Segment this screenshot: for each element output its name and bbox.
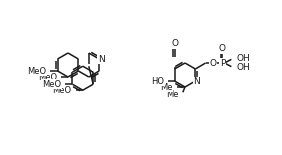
Text: P: P — [220, 58, 225, 67]
Text: MeO: MeO — [38, 73, 57, 82]
Text: O: O — [171, 40, 178, 49]
Text: N: N — [193, 78, 200, 86]
Text: HO: HO — [151, 77, 164, 86]
Text: OH: OH — [236, 63, 250, 72]
Text: Me: Me — [166, 90, 179, 99]
Text: O: O — [219, 44, 226, 53]
Text: OH: OH — [236, 54, 250, 63]
Text: Me: Me — [160, 82, 173, 91]
Text: MeO: MeO — [52, 86, 72, 95]
Text: MeO: MeO — [27, 66, 47, 75]
Text: N: N — [98, 55, 105, 64]
Text: MeO: MeO — [42, 80, 61, 89]
Text: O: O — [210, 58, 217, 67]
